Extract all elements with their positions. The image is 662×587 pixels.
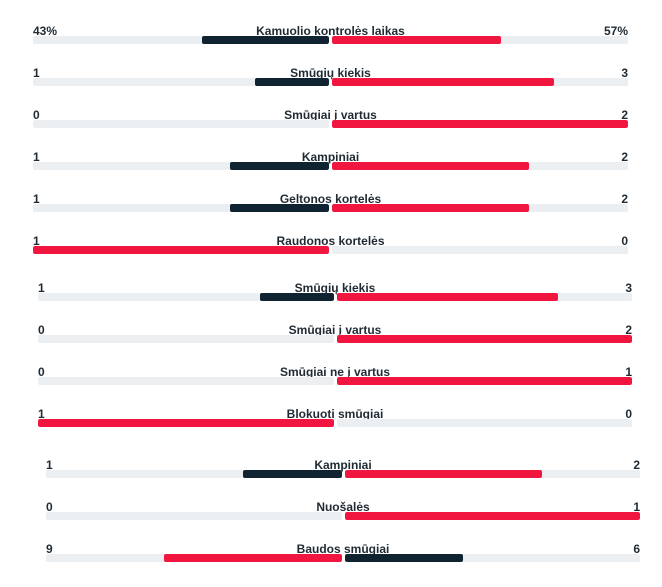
away-bar-track [344, 554, 640, 562]
away-bar-fill [336, 293, 559, 301]
stat-row: 1 Smūgių kiekis 3 [38, 281, 632, 313]
away-value: 0 [621, 234, 628, 248]
home-bar-track [33, 246, 329, 254]
home-bar-track [38, 377, 334, 385]
home-bar-track [33, 36, 329, 44]
away-bar-track [336, 419, 632, 427]
away-bar-fill [332, 36, 501, 44]
home-bar-track [38, 293, 334, 301]
stat-row: 1 Smūgių kiekis 3 [33, 66, 628, 98]
away-bar-fill [332, 120, 628, 128]
home-bar-track [38, 419, 334, 427]
away-bar-track [344, 470, 640, 478]
stat-row: 1 Raudonos kortelės 0 [33, 234, 628, 266]
home-bar-fill [259, 293, 334, 301]
home-bar-fill [230, 162, 329, 170]
stat-label: Smūgiai į vartus [288, 323, 382, 337]
stat-label: Raudonos kortelės [276, 234, 385, 248]
home-bar-fill [38, 419, 334, 427]
stat-row: 0 Smūgiai ne į vartus 1 [38, 365, 632, 397]
away-bar-fill [332, 162, 530, 170]
away-value: 0 [625, 407, 632, 421]
home-value: 1 [38, 281, 45, 295]
home-bar-track [46, 512, 342, 520]
home-value: 43% [33, 24, 58, 38]
away-value: 2 [621, 192, 628, 206]
home-bar-track [33, 78, 329, 86]
away-bar-fill [344, 512, 640, 520]
stat-row: 1 Kampiniai 2 [33, 150, 628, 182]
home-value: 1 [46, 458, 53, 472]
away-bar-fill [336, 335, 632, 343]
stat-row: 1 Geltonos kortelės 2 [33, 192, 628, 224]
stat-row: 0 Smūgiai į vartus 2 [33, 108, 628, 140]
home-bar-fill [33, 246, 329, 254]
home-value: 0 [46, 500, 53, 514]
away-value: 2 [621, 150, 628, 164]
away-value: 1 [625, 365, 632, 379]
away-value: 2 [621, 108, 628, 122]
away-bar-track [332, 120, 628, 128]
away-value: 1 [633, 500, 640, 514]
home-value: 0 [33, 108, 40, 122]
away-bar-fill [344, 554, 463, 562]
away-bar-track [332, 36, 628, 44]
home-value: 9 [46, 542, 53, 556]
stat-row: 43% Kamuolio kontrolės laikas 57% [33, 24, 628, 56]
stat-label: Kamuolio kontrolės laikas [256, 24, 405, 38]
away-value: 6 [633, 542, 640, 556]
home-value: 0 [38, 365, 45, 379]
stat-row: 0 Smūgiai į vartus 2 [38, 323, 632, 355]
home-bar-track [33, 120, 329, 128]
away-bar-track [332, 246, 628, 254]
home-bar-fill [164, 554, 342, 562]
away-bar-fill [332, 204, 530, 212]
home-value: 1 [33, 150, 40, 164]
away-bar-fill [344, 470, 542, 478]
stat-row: 9 Baudos smūgiai 6 [46, 542, 640, 574]
home-bar-track [33, 162, 329, 170]
stat-label: Smūgiai į vartus [284, 108, 377, 122]
stat-label: Smūgių kiekis [290, 66, 371, 80]
home-bar-track [33, 204, 329, 212]
home-bar-fill [243, 470, 342, 478]
home-bar-fill [201, 36, 329, 44]
home-value: 1 [33, 66, 40, 80]
away-value: 57% [603, 24, 628, 38]
away-bar-track [332, 78, 628, 86]
home-value: 1 [38, 407, 45, 421]
stat-label: Nuošalės [316, 500, 370, 514]
home-value: 1 [33, 192, 40, 206]
away-value: 3 [625, 281, 632, 295]
stat-row: 1 Blokuoti smūgiai 0 [38, 407, 632, 439]
stat-row: 1 Kampiniai 2 [46, 458, 640, 490]
away-value: 3 [621, 66, 628, 80]
stat-label: Geltonos kortelės [279, 192, 382, 206]
home-bar-fill [255, 78, 329, 86]
away-bar-fill [336, 377, 632, 385]
away-value: 2 [625, 323, 632, 337]
away-value: 2 [633, 458, 640, 472]
stat-label: Blokuoti smūgiai [286, 407, 384, 421]
away-bar-fill [332, 78, 554, 86]
stat-label: Smūgių kiekis [294, 281, 376, 295]
stat-row: 0 Nuošalės 1 [46, 500, 640, 532]
home-bar-track [38, 335, 334, 343]
away-bar-track [332, 204, 628, 212]
home-bar-fill [230, 204, 329, 212]
away-bar-track [336, 335, 632, 343]
home-bar-track [46, 554, 342, 562]
home-bar-track [46, 470, 342, 478]
home-value: 1 [33, 234, 40, 248]
home-value: 0 [38, 323, 45, 337]
away-bar-track [344, 512, 640, 520]
stat-label: Smūgiai ne į vartus [279, 365, 391, 379]
away-bar-track [336, 377, 632, 385]
stat-label: Kampiniai [314, 458, 372, 472]
stat-label: Baudos smūgiai [296, 542, 390, 556]
away-bar-track [336, 293, 632, 301]
stat-label: Kampiniai [301, 150, 360, 164]
away-bar-track [332, 162, 628, 170]
